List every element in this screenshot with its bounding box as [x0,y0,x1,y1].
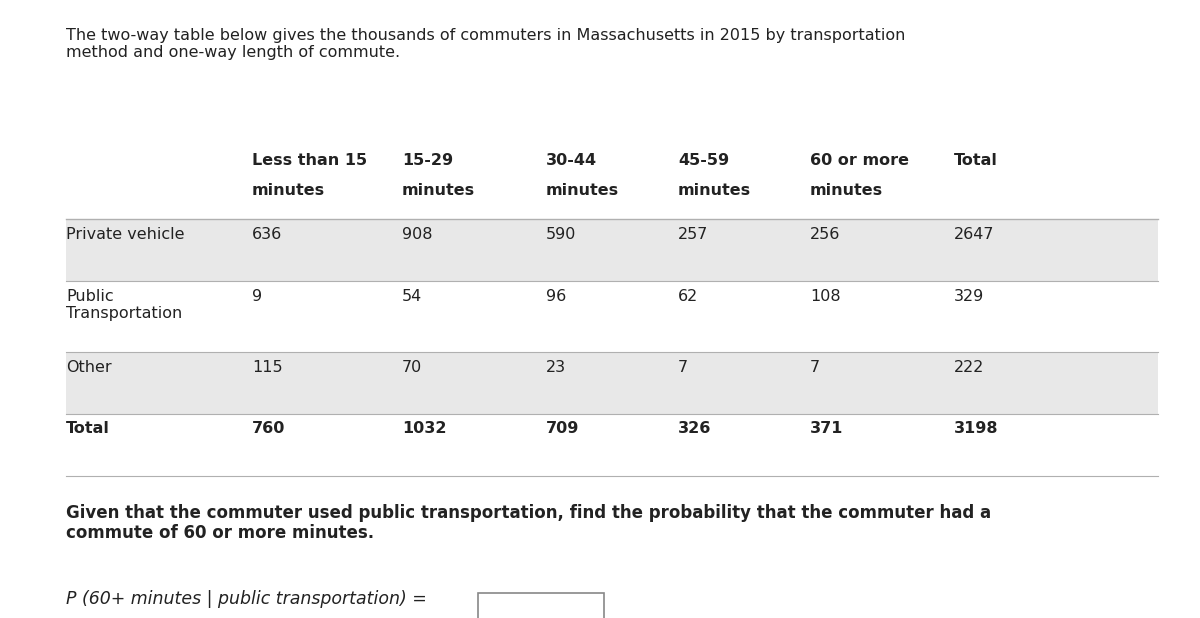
Text: 7: 7 [678,360,688,375]
Text: minutes: minutes [402,183,475,198]
Text: 60 or more: 60 or more [810,153,910,168]
Text: Total: Total [954,153,998,168]
Text: 3198: 3198 [954,421,998,436]
Text: 15-29: 15-29 [402,153,454,168]
Text: 96: 96 [546,289,566,303]
Text: 636: 636 [252,227,282,242]
Text: 222: 222 [954,360,984,375]
Text: 1032: 1032 [402,421,446,436]
Text: 760: 760 [252,421,286,436]
Text: 329: 329 [954,289,984,303]
Text: 45-59: 45-59 [678,153,730,168]
Text: 9: 9 [252,289,262,303]
Text: 256: 256 [810,227,840,242]
Text: 326: 326 [678,421,712,436]
Text: 108: 108 [810,289,841,303]
Text: minutes: minutes [252,183,325,198]
Text: Less than 15: Less than 15 [252,153,367,168]
Text: minutes: minutes [546,183,619,198]
Text: minutes: minutes [810,183,883,198]
Text: 7: 7 [810,360,820,375]
Text: 30-44: 30-44 [546,153,598,168]
Text: P (60+ minutes | public transportation) =: P (60+ minutes | public transportation) … [66,590,427,608]
Text: The two-way table below gives the thousands of commuters in Massachusetts in 201: The two-way table below gives the thousa… [66,28,905,60]
Text: 709: 709 [546,421,580,436]
Text: 23: 23 [546,360,566,375]
Text: Private vehicle: Private vehicle [66,227,185,242]
Text: 908: 908 [402,227,432,242]
Text: 371: 371 [810,421,844,436]
Text: Public
Transportation: Public Transportation [66,289,182,321]
Text: 115: 115 [252,360,283,375]
Text: 257: 257 [678,227,708,242]
Text: 590: 590 [546,227,576,242]
Text: minutes: minutes [678,183,751,198]
Text: 2647: 2647 [954,227,995,242]
Text: 62: 62 [678,289,698,303]
Text: Other: Other [66,360,112,375]
Text: Total: Total [66,421,110,436]
Text: Given that the commuter used public transportation, find the probability that th: Given that the commuter used public tran… [66,504,991,543]
Text: 54: 54 [402,289,422,303]
Text: 70: 70 [402,360,422,375]
